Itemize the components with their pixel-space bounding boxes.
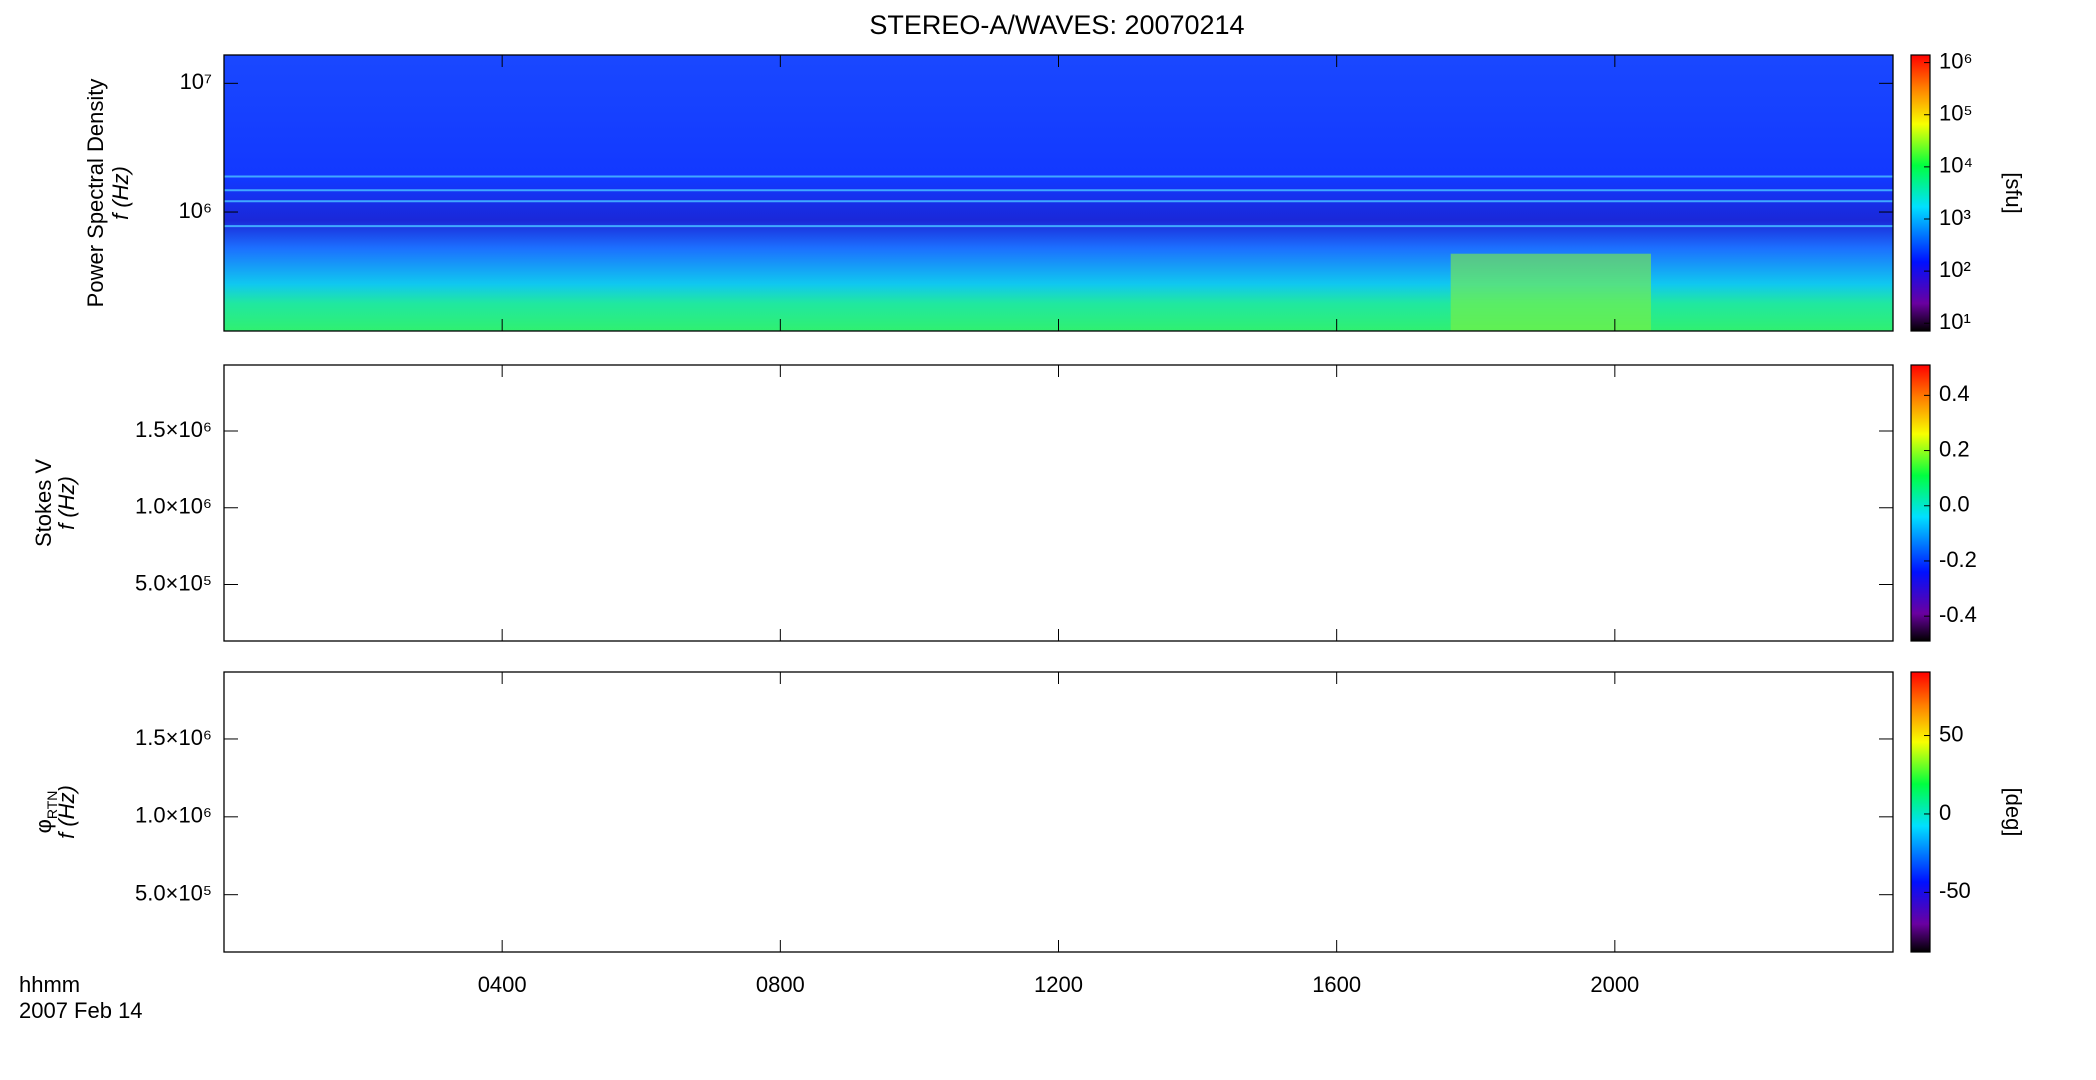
title: STEREO-A/WAVES: 20070214	[869, 10, 1244, 40]
y-tick-label: 1.0×10⁶	[135, 803, 212, 828]
x-tick-label: 1200	[1034, 972, 1083, 997]
colorbar	[1910, 364, 1931, 642]
colorbar-tick-label: 10²	[1939, 257, 1971, 282]
colorbar-label: [sfu]	[2001, 172, 2026, 214]
y-tick-label: 1.5×10⁶	[135, 417, 212, 442]
y-tick-label: 1.0×10⁶	[135, 494, 212, 519]
y-axis-label: Stokes V	[31, 459, 56, 547]
y-tick-label: 5.0×10⁵	[135, 881, 212, 906]
colorbar-tick-label: -0.2	[1939, 547, 1977, 572]
colorbar	[1910, 671, 1931, 953]
colorbar-tick-label: 10³	[1939, 205, 1971, 230]
spectrogram-burst	[1450, 253, 1651, 331]
y-axis-label: f (Hz)	[54, 785, 79, 839]
y-tick-label: 10⁷	[180, 69, 212, 94]
colorbar	[1910, 54, 1931, 332]
colorbar-tick-label: 0	[1939, 800, 1951, 825]
y-axis-label: f (Hz)	[108, 166, 133, 220]
colorbar-tick-label: 10¹	[1939, 309, 1971, 334]
colorbar-tick-label: 50	[1939, 721, 1963, 746]
date-label: 2007 Feb 14	[19, 998, 143, 1023]
colorbar-tick-label: 0.4	[1939, 381, 1970, 406]
plot-frame	[223, 671, 1894, 953]
y-tick-label: 1.5×10⁶	[135, 725, 212, 750]
colorbar-tick-label: -50	[1939, 878, 1971, 903]
y-axis-label-sub: RTN	[44, 791, 60, 820]
plot-frame	[223, 364, 1894, 642]
x-tick-label: 0400	[478, 972, 527, 997]
colorbar-tick-label: 10⁶	[1939, 48, 1973, 73]
time-label: hhmm	[19, 972, 80, 997]
colorbar-tick-label: -0.4	[1939, 602, 1977, 627]
colorbar-tick-label: 0.0	[1939, 492, 1970, 517]
y-axis-label: Power Spectral Density	[83, 79, 108, 308]
colorbar-tick-label: 0.2	[1939, 436, 1970, 461]
x-tick-label: 1600	[1312, 972, 1361, 997]
y-axis-label: f (Hz)	[54, 476, 79, 530]
colorbar-label: [deg]	[2001, 788, 2026, 837]
colorbar-tick-label: 10⁵	[1939, 101, 1973, 126]
y-tick-label: 5.0×10⁵	[135, 570, 212, 595]
x-tick-label: 2000	[1590, 972, 1639, 997]
colorbar-tick-label: 10⁴	[1939, 153, 1973, 178]
x-tick-label: 0800	[756, 972, 805, 997]
y-tick-label: 10⁶	[178, 198, 212, 223]
